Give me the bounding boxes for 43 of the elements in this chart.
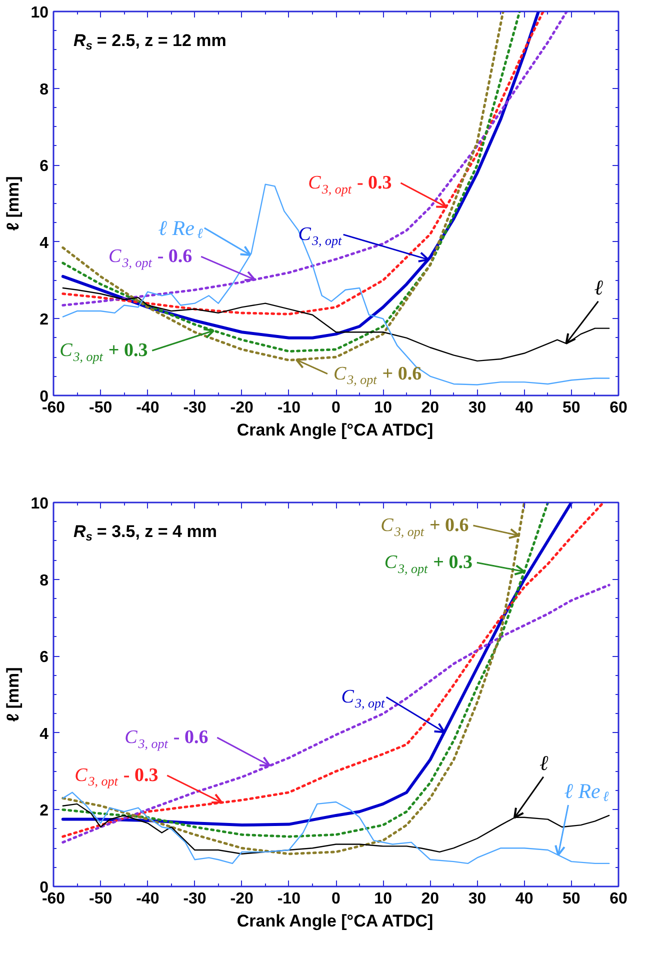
y-tick-label: 4 bbox=[40, 234, 49, 252]
y-tick-label: 0 bbox=[40, 880, 49, 896]
x-tick-label: -40 bbox=[136, 890, 160, 908]
x-tick-label: -20 bbox=[230, 400, 254, 416]
x-tick-label: 40 bbox=[515, 890, 534, 908]
x-tick-label: 0 bbox=[332, 890, 341, 908]
x-tick-label: 40 bbox=[515, 400, 534, 416]
y-tick-label: 10 bbox=[30, 496, 49, 512]
x-tick-label: 10 bbox=[374, 400, 392, 416]
x-tick-label: -20 bbox=[230, 890, 254, 908]
annotation: ℓ bbox=[539, 750, 548, 775]
y-tick-label: 2 bbox=[40, 312, 49, 329]
annotation: ℓ bbox=[594, 275, 604, 300]
y-tick-label: 8 bbox=[40, 81, 49, 98]
x-tick-label: 60 bbox=[610, 400, 628, 416]
x-tick-label: -30 bbox=[183, 400, 206, 416]
x-tick-label: 20 bbox=[421, 890, 440, 908]
y-tick-label: 4 bbox=[40, 726, 49, 743]
x-axis-title: Crank Angle [°CA ATDC] bbox=[236, 912, 434, 930]
x-tick-label: -40 bbox=[136, 400, 160, 416]
y-tick-label: 2 bbox=[40, 802, 49, 820]
x-tick-label: -50 bbox=[89, 400, 112, 416]
y-axis-title: ℓ [mm] bbox=[4, 176, 23, 231]
x-axis-title: Crank Angle [°CA ATDC] bbox=[236, 420, 434, 440]
x-tick-label: -50 bbox=[89, 890, 112, 908]
x-tick-label: 50 bbox=[562, 400, 580, 416]
y-tick-label: 0 bbox=[40, 388, 49, 406]
x-tick-label: -10 bbox=[277, 890, 301, 908]
x-tick-label: 60 bbox=[610, 890, 628, 908]
x-tick-label: 30 bbox=[468, 890, 486, 908]
line-series bbox=[62, 584, 610, 844]
x-tick-label: 50 bbox=[562, 890, 580, 908]
y-tick-label: 8 bbox=[40, 572, 49, 590]
y-axis-title: ℓ [mm] bbox=[4, 667, 23, 722]
x-tick-label: 0 bbox=[332, 400, 341, 416]
y-tick-label: 6 bbox=[40, 158, 49, 176]
y-tick-label: 10 bbox=[30, 4, 49, 22]
x-tick-label: -10 bbox=[277, 400, 301, 416]
y-tick-label: 6 bbox=[40, 649, 49, 666]
x-tick-label: -30 bbox=[183, 890, 206, 908]
x-tick-label: 20 bbox=[421, 400, 440, 416]
x-tick-label: 30 bbox=[468, 400, 486, 416]
x-tick-label: 10 bbox=[374, 890, 392, 908]
